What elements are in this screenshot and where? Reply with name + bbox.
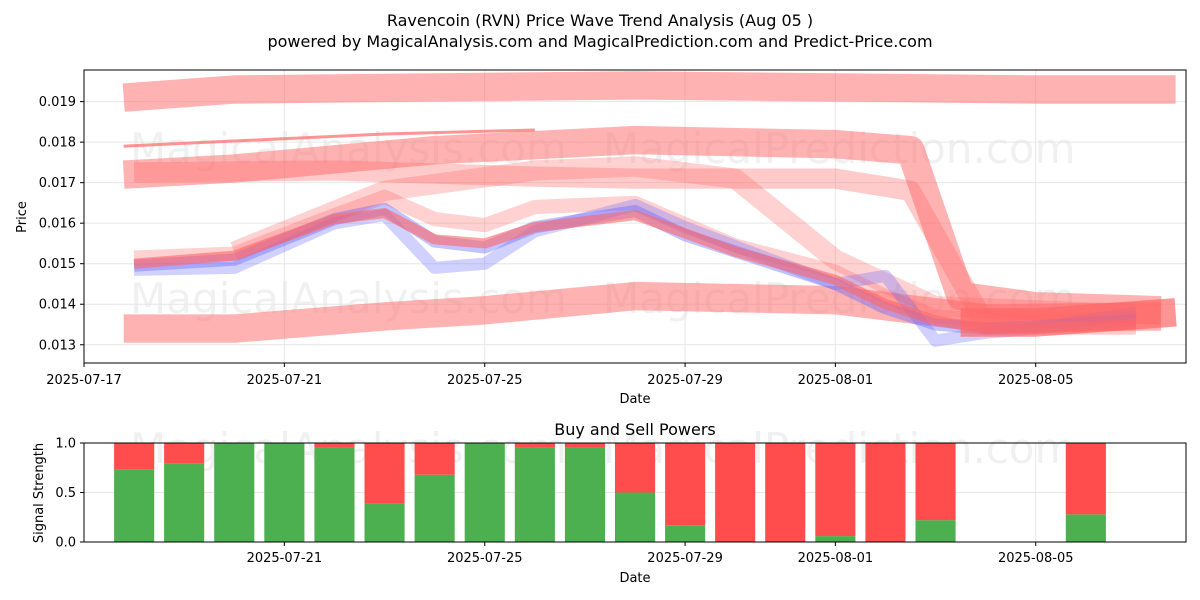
buy-bar	[364, 503, 405, 542]
price-x-axis-label: Date	[619, 392, 650, 407]
price-x-tick-label: 2025-07-25	[447, 373, 523, 388]
buy-bar	[665, 525, 706, 542]
buy-bar	[164, 463, 205, 542]
buy-bar	[564, 447, 605, 542]
sell-bar	[915, 443, 956, 521]
signal-y-tick-label: 0.0	[55, 536, 76, 551]
signal-x-tick-label: 2025-08-01	[798, 551, 874, 566]
signal-y-tick-label: 0.5	[55, 486, 76, 501]
figure-title: Ravencoin (RVN) Price Wave Trend Analysi…	[387, 11, 813, 30]
sell-bar	[815, 443, 856, 537]
price-y-tick-label: 0.015	[39, 257, 76, 272]
buy-bar	[815, 536, 856, 542]
red-wave-band	[123, 281, 1162, 343]
price-y-tick-label: 0.017	[39, 176, 76, 191]
buy-bar	[1065, 514, 1106, 542]
signal-x-tick-label: 2025-07-21	[247, 551, 323, 566]
buy-bar	[915, 520, 956, 542]
sell-bar	[164, 443, 205, 464]
sell-bar	[414, 443, 455, 475]
price-trend	[123, 128, 535, 148]
red-wave-band	[960, 298, 1177, 337]
price-x-tick-label: 2025-07-17	[46, 373, 122, 388]
sell-bar	[514, 443, 555, 448]
buy-bar	[414, 474, 455, 542]
price-chart: 2025-07-17 2025-07-21 2025-07-25 2025-07-29…	[15, 69, 1187, 407]
signal-chart-title: Buy and Sell Powers	[554, 420, 716, 439]
price-y-tick-label: 0.016	[39, 217, 76, 232]
sell-bar	[715, 443, 756, 542]
red-wave-band	[122, 71, 1176, 112]
sell-bar	[765, 443, 806, 542]
buy-bar	[264, 443, 305, 542]
price-y-ticks: 0.013 0.014 0.015 0.016 0.017 0.018 0.019	[39, 95, 84, 353]
signal-x-tick-label: 2025-08-05	[998, 551, 1074, 566]
red-wave-band	[122, 125, 1162, 325]
buy-bar	[514, 447, 555, 542]
price-x-ticks: 2025-07-17 2025-07-21 2025-07-25 2025-07-29…	[46, 363, 1074, 388]
trend-line	[123, 128, 535, 148]
signal-y-ticks: 0.0 0.5 1.0	[55, 437, 84, 551]
price-x-tick-label: 2025-08-05	[998, 373, 1074, 388]
price-y-tick-label: 0.013	[39, 338, 76, 353]
signal-y-axis-label: Signal Strength	[32, 443, 47, 543]
buy-bar	[615, 492, 656, 542]
sell-bar	[364, 443, 405, 504]
sell-bar	[314, 443, 355, 448]
buy-bar	[214, 443, 255, 542]
signal-y-tick-label: 1.0	[55, 437, 76, 452]
red-wave-band	[230, 156, 1137, 325]
signal-x-tick-label: 2025-07-25	[447, 551, 523, 566]
price-plot-frame	[83, 69, 1187, 364]
red-wave-band	[133, 160, 1136, 335]
price-x-tick-label: 2025-07-29	[647, 373, 723, 388]
sell-bar	[1065, 443, 1106, 515]
buy-bar	[464, 443, 505, 542]
sell-bar	[615, 443, 656, 493]
buy-bar	[114, 469, 155, 542]
price-bands	[122, 71, 1177, 347]
signal-x-axis-label: Date	[619, 571, 650, 586]
price-y-tick-label: 0.014	[39, 298, 76, 313]
sell-bar	[865, 443, 906, 542]
price-y-tick-label: 0.018	[39, 136, 76, 151]
price-x-tick-label: 2025-08-01	[798, 373, 874, 388]
signal-x-tick-label: 2025-07-29	[647, 551, 723, 566]
sell-bar	[564, 443, 605, 448]
buy-bar	[314, 447, 355, 542]
signal-chart: Buy and Sell Powers 2025-07-21 2025-07-25…	[32, 420, 1187, 586]
figure-subtitle: powered by MagicalAnalysis.com and Magic…	[267, 32, 932, 51]
signal-x-ticks: 2025-07-21 2025-07-25 2025-07-29 2025-08-01…	[247, 542, 1074, 566]
price-y-axis-label: Price	[15, 201, 30, 233]
sell-bar	[114, 443, 155, 470]
price-y-tick-label: 0.019	[39, 95, 76, 110]
signal-bars	[114, 443, 1106, 542]
price-x-tick-label: 2025-07-21	[247, 373, 323, 388]
sell-bar	[665, 443, 706, 526]
